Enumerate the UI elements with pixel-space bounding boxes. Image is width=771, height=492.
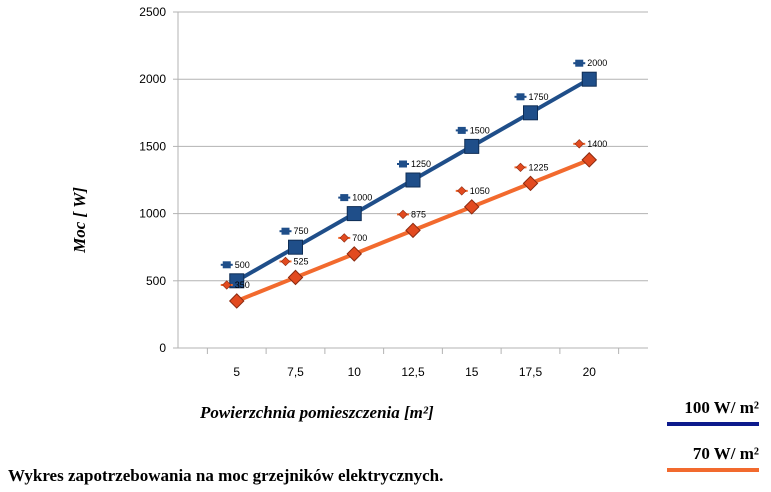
y-axis-title: Moc [ W] (70, 187, 89, 253)
x-tick-label: 20 (583, 365, 597, 379)
data-point (522, 175, 539, 192)
data-label: 1225 (529, 162, 549, 172)
data-point (287, 269, 304, 286)
x-tick-label: 12,5 (401, 365, 425, 379)
x-tick-label: 10 (348, 365, 362, 379)
chart-caption: Wykres zapotrzebowania na moc grzejników… (8, 466, 444, 485)
data-label: 1050 (470, 186, 490, 196)
y-tick-label: 1500 (139, 139, 166, 153)
data-point (346, 206, 362, 222)
data-label: 750 (294, 226, 309, 236)
data-point (228, 293, 245, 309)
data-label: 350 (235, 280, 250, 290)
label-key-marker (457, 186, 467, 196)
y-tick-label: 500 (146, 274, 166, 288)
y-tick-label: 0 (159, 341, 166, 355)
legend-item-series-1: 100 W/ m² (667, 398, 759, 426)
x-tick-label: 17,5 (519, 365, 543, 379)
chart-series: 500 750 1000 1250 1500 1750 2000 350 525 700 875 10… (220, 58, 607, 309)
chart-axes (173, 11, 648, 354)
data-point (346, 246, 363, 262)
data-point (464, 138, 480, 154)
legend-line-series-1 (667, 422, 759, 426)
label-key-marker (515, 162, 526, 173)
data-label: 1500 (470, 125, 490, 135)
label-key-marker (516, 93, 525, 101)
legend-label-series-2: 70 W/ m² (692, 444, 759, 463)
chart-svg: 0 500 1000 1500 2000 2500 5 7,5 10 12,5 15 17,5 20 5… (139, 5, 648, 379)
data-label: 1750 (529, 92, 549, 102)
data-point (405, 172, 421, 188)
label-key-marker (398, 209, 408, 220)
data-label: 525 (294, 256, 309, 266)
label-key-marker (281, 227, 290, 235)
data-point (523, 105, 538, 121)
data-label: 700 (352, 233, 367, 243)
data-point (229, 273, 245, 289)
data-point (463, 199, 480, 215)
data-label: 2000 (587, 58, 607, 68)
label-key-marker (339, 233, 349, 243)
label-key-marker (340, 194, 349, 202)
legend-label-series-1: 100 W/ m² (684, 398, 759, 417)
legend-item-series-2: 70 W/ m² (667, 444, 759, 472)
data-label: 500 (235, 260, 250, 270)
data-label: 1000 (352, 193, 372, 203)
data-point (581, 152, 598, 168)
x-tick-label: 7,5 (287, 365, 304, 379)
label-key-marker (222, 261, 231, 269)
tick-labels: 0 500 1000 1500 2000 2500 5 7,5 10 12,5 15 17,5 20 (139, 5, 596, 379)
data-label: 875 (411, 209, 426, 219)
label-key-marker (575, 59, 584, 67)
y-tick-label: 2500 (139, 5, 166, 19)
data-point (288, 239, 303, 255)
data-point (581, 71, 597, 87)
x-tick-label: 5 (233, 365, 240, 379)
label-key-marker (457, 126, 466, 134)
series-1: 500 750 1000 1250 1500 1750 2000 (220, 58, 607, 289)
label-key-marker (574, 139, 584, 149)
data-point (405, 222, 421, 239)
legend-line-series-2 (667, 468, 759, 472)
y-tick-label: 2000 (139, 72, 166, 86)
series-2: 350 525 700 875 1050 1225 1400 (220, 139, 607, 309)
data-label: 1400 (587, 139, 607, 149)
x-axis-title: Powierzchnia pomieszczenia [m²] (200, 403, 434, 422)
label-key-marker (280, 256, 291, 267)
x-tick-label: 15 (465, 365, 479, 379)
label-key-marker (222, 280, 232, 290)
y-tick-label: 1000 (139, 207, 166, 221)
data-label: 1250 (411, 159, 431, 169)
label-key-marker (399, 160, 407, 168)
